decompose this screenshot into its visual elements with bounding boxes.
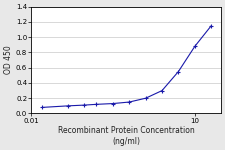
X-axis label: Recombinant Protein Concentration
(ng/ml): Recombinant Protein Concentration (ng/ml… bbox=[58, 126, 194, 146]
Y-axis label: OD 450: OD 450 bbox=[4, 46, 13, 74]
